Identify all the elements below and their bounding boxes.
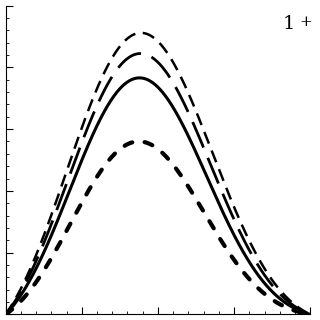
Text: 1: 1: [283, 15, 295, 33]
Text: +: +: [300, 15, 312, 29]
